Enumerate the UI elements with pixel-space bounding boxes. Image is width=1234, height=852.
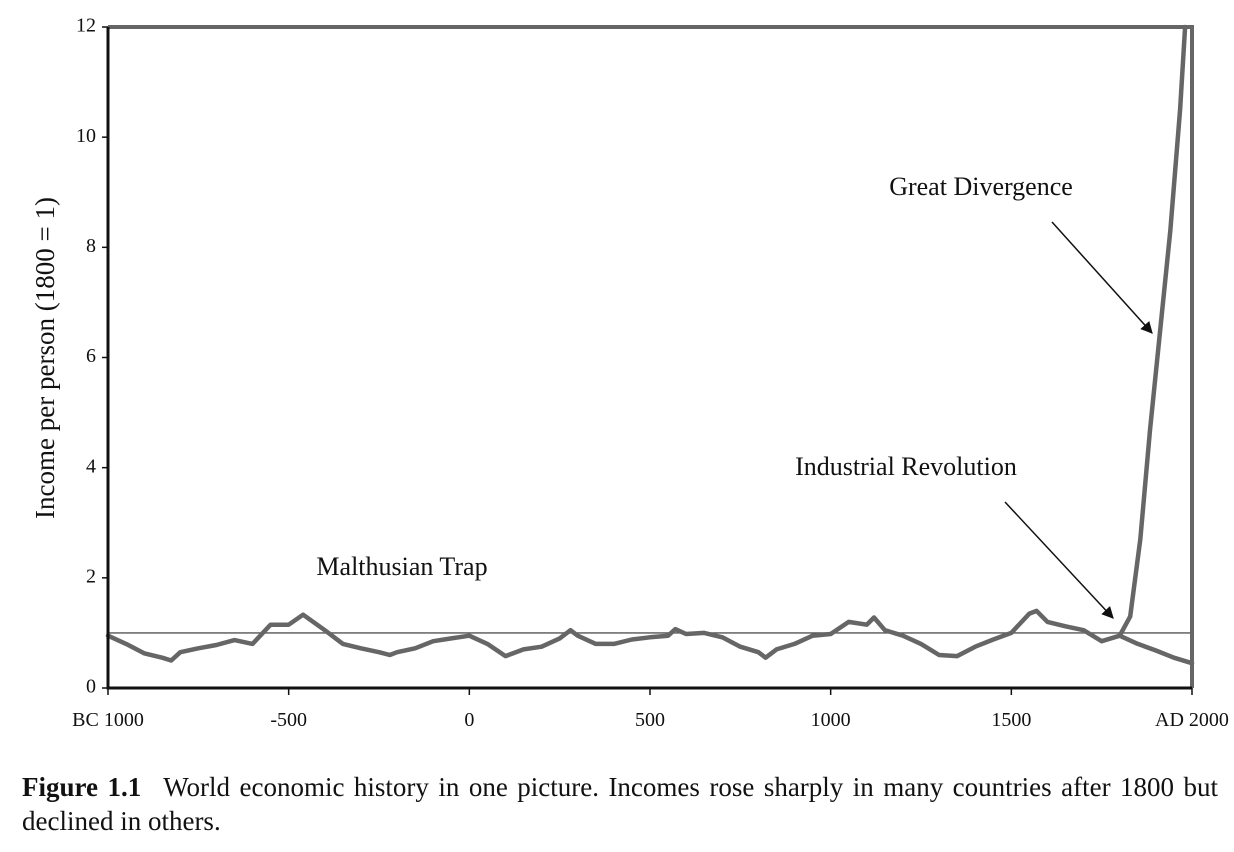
annotation: Industrial Revolution: [795, 452, 1017, 481]
series-line: [105, 608, 1122, 663]
series-line: [1117, 24, 1188, 638]
series-line: [1117, 633, 1195, 666]
y-tick-label: 4: [86, 455, 96, 477]
x-tick-label: 1500: [991, 709, 1031, 731]
caption-text: World economic history in one picture. I…: [22, 772, 1218, 836]
arrow: [1051, 221, 1153, 334]
caption: Figure 1.1 World economic history in one …: [22, 770, 1218, 838]
x-tick-label: BC 1000: [72, 709, 144, 731]
axes: [106, 27, 1192, 690]
x-tick-label: 1000: [811, 709, 851, 731]
x-tick-label: 500: [635, 709, 665, 731]
arrow: [1004, 501, 1114, 619]
annotation: Great Divergence: [889, 172, 1073, 201]
caption-label: Figure 1.1: [22, 772, 142, 802]
y-tick-label: 10: [76, 125, 96, 147]
y-tick-label: 8: [86, 235, 96, 257]
annotation: Malthusian Trap: [316, 552, 487, 581]
plot-frame-top-right: [108, 25, 1194, 688]
y-tick-label: 12: [76, 15, 96, 37]
chart: Income per person (1800 = 1) Great Diver…: [30, 15, 1229, 731]
y-tick-label: 2: [86, 565, 96, 587]
x-tick-label: 0: [464, 709, 474, 731]
x-tick-label: AD 2000: [1155, 709, 1229, 731]
y-tick-label: 6: [86, 345, 96, 367]
y-tick-label: 0: [86, 676, 96, 698]
y-axis-label: Income per person (1800 = 1): [30, 197, 60, 519]
x-tick-label: -500: [270, 709, 307, 731]
